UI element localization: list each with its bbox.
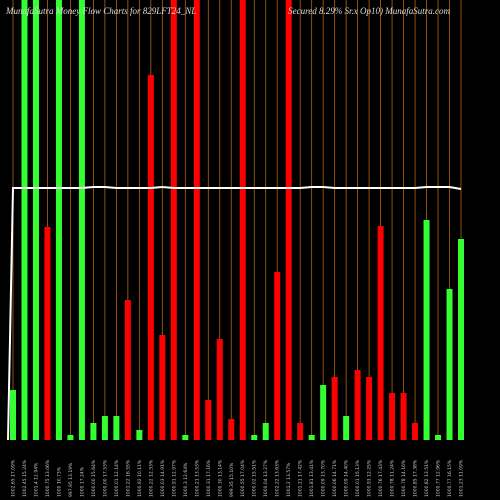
bar <box>124 300 131 440</box>
bar <box>446 289 453 440</box>
bar <box>10 390 16 440</box>
bar <box>136 430 143 440</box>
bar <box>228 419 235 440</box>
x-tick-label: 1000.00 17.53% <box>102 459 108 497</box>
bar <box>377 226 384 440</box>
x-tick-label: 1000.78 11.24% <box>390 459 396 497</box>
x-tick-label: 1000.21 13.53% <box>194 459 200 497</box>
bar <box>113 416 120 440</box>
x-tick-label: 1000.06 14.71% <box>332 459 338 497</box>
bar <box>159 335 166 440</box>
x-tick-label: 1000.30 13.14% <box>217 459 223 497</box>
x-tick-label: 1000.00 15.64% <box>91 459 97 497</box>
bar <box>32 0 39 440</box>
bar <box>216 339 223 440</box>
x-tick-label: 1001.21 17.42% <box>298 459 304 497</box>
x-tick-label: 1000.82 13.51% <box>424 459 430 497</box>
x-tick-label: 1002.22 13.63% <box>275 459 281 497</box>
x-tick-label: 1000.77 16.15% <box>447 459 453 497</box>
x-tick-label: 1000.01 15.13% <box>355 459 361 497</box>
bar <box>423 220 430 440</box>
bar <box>412 423 419 440</box>
x-tick-label: 1000.55 17.04% <box>240 459 246 497</box>
x-tick-label: 1000.03 14.91% <box>160 459 166 497</box>
x-tick-label: 1000.77 12.96% <box>436 459 442 497</box>
x-tick-label: 1000.04 13.27% <box>263 459 269 497</box>
bar <box>44 227 51 440</box>
x-tick-label: 997.95 13.19% <box>68 462 74 497</box>
bar <box>320 385 327 440</box>
x-tick-label: 1000.91 12.97% <box>171 459 177 497</box>
bar <box>182 435 189 440</box>
x-tick-label: 1000 10.73% <box>56 466 62 497</box>
bar <box>297 423 304 440</box>
x-tick-label: 1000.09 13.70% <box>321 459 327 497</box>
bar <box>251 435 258 440</box>
price-line <box>7 185 462 441</box>
x-tick-label: 1000.76 17.43% <box>378 459 384 497</box>
x-tick-label: 1002.65 17.09% <box>11 459 17 497</box>
bar <box>435 435 442 440</box>
chart-subtitle: Secured 8.29% Sr.x Op10) MunafaSutra.com <box>288 6 450 16</box>
bar <box>147 75 154 440</box>
bar <box>458 239 464 440</box>
x-tick-label: 1001.2 13.57% <box>286 462 292 497</box>
bar <box>400 393 407 440</box>
bar <box>239 0 246 440</box>
bar <box>67 435 74 440</box>
chart-title: MunafaSutra Money Flow Charts for 829LFT… <box>5 6 196 16</box>
x-tick-label: 1000.31 17.16% <box>206 459 212 497</box>
x-tick-label: 1000 17.24% <box>79 466 85 497</box>
bar <box>331 377 338 440</box>
x-tick-label: 1001.81 13.41% <box>309 459 315 497</box>
x-tick-label: 1001.23 11.09% <box>459 459 465 497</box>
bar <box>308 435 315 440</box>
bar <box>205 400 212 440</box>
x-tick-label: 1001.22 16.55% <box>125 459 131 497</box>
x-tick-label: 1000.78 14.16% <box>401 459 407 497</box>
bar <box>55 0 62 440</box>
bar <box>285 0 292 440</box>
bar <box>21 0 28 440</box>
bar <box>90 423 97 440</box>
bar <box>366 377 373 440</box>
bar <box>193 0 200 440</box>
x-tick-label: 1000.85 17.38% <box>413 459 419 497</box>
x-tick-label: 1000.93 12.25% <box>367 459 373 497</box>
bar <box>101 416 108 440</box>
x-tick-label: 1000.22 12.53% <box>148 459 154 497</box>
x-tick-label: 1000.75 13.06% <box>45 459 51 497</box>
bar <box>343 416 350 440</box>
x-tick-label: 1000.02 15.51% <box>252 459 258 497</box>
x-tick-label: 1000.92 10.11% <box>137 459 143 497</box>
x-tick-label: 1000.3 12.64% <box>183 462 189 497</box>
bar <box>262 423 269 440</box>
x-tick-label: 1000.09 14.40% <box>344 459 350 497</box>
bar <box>354 370 361 440</box>
x-tick-label: 999.35 15.10% <box>229 462 235 497</box>
x-tick-label: 1002.45 15.24% <box>22 459 28 497</box>
x-tick-label: 1001.4 12.94% <box>33 462 39 497</box>
x-tick-label: 1000.01 12.14% <box>114 459 120 497</box>
bar <box>170 0 177 440</box>
bar <box>274 272 281 440</box>
bar <box>389 393 396 440</box>
bar <box>78 0 85 440</box>
